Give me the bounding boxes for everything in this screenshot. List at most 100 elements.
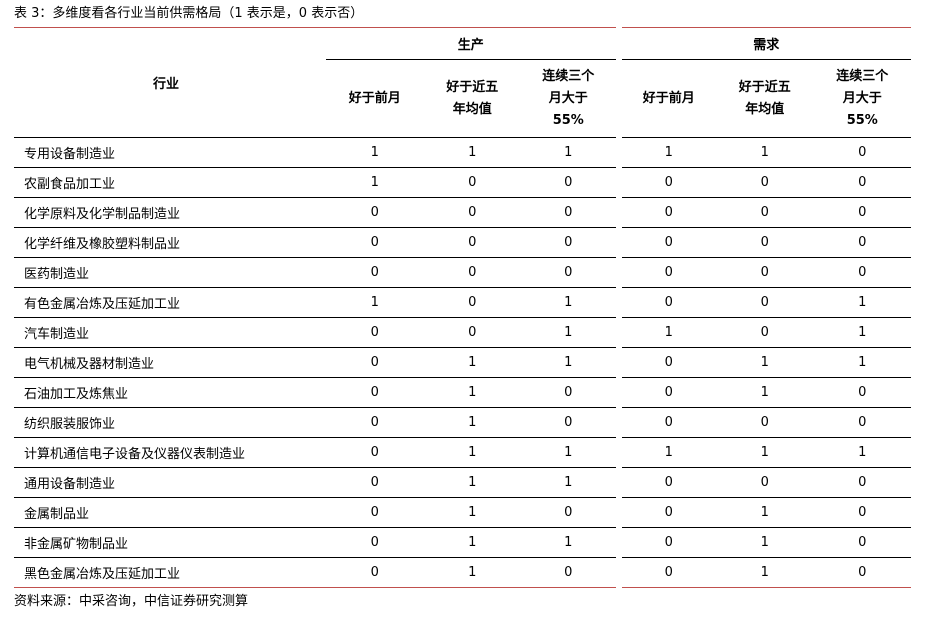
value-cell: 0 — [423, 167, 521, 198]
industry-name-cell: 通用设备制造业 — [14, 467, 326, 498]
value-cell: 0 — [521, 557, 619, 588]
table-body: 专用设备制造业 1 1 1 1 1 0 农副食品加工业 1 0 0 0 0 0 化学原料及化学制品制造业 0 0… — [14, 137, 911, 588]
subcolumn-header-line: 连续三个 — [836, 68, 889, 84]
value-cell: 0 — [521, 407, 619, 438]
value-cell: 0 — [521, 497, 619, 528]
value-cell: 0 — [326, 347, 424, 378]
value-cell: 0 — [326, 257, 424, 288]
value-cell: 1 — [813, 317, 911, 348]
value-cell: 1 — [716, 497, 814, 528]
value-cell: 0 — [615, 227, 716, 258]
value-cell: 0 — [615, 557, 716, 588]
table-row: 金属制品业 0 1 0 0 1 0 — [14, 497, 911, 528]
table-row: 化学纤维及橡胶塑料制品业 0 0 0 0 0 0 — [14, 227, 911, 258]
value-cell: 1 — [423, 137, 521, 168]
value-cell: 0 — [615, 347, 716, 378]
industry-name-cell: 非金属矿物制品业 — [14, 527, 326, 558]
industry-name-cell: 金属制品业 — [14, 497, 326, 528]
industry-name-cell: 纺织服装服饰业 — [14, 407, 326, 438]
value-cell: 1 — [521, 467, 619, 498]
value-cell: 1 — [423, 467, 521, 498]
subcolumn-header-line: 好于近五 — [446, 79, 499, 95]
value-cell: 0 — [423, 257, 521, 288]
value-cell: 1 — [326, 167, 424, 198]
value-cell: 0 — [326, 437, 424, 468]
value-cell: 1 — [615, 317, 716, 348]
value-cell: 0 — [615, 377, 716, 408]
value-cell: 0 — [521, 167, 619, 198]
supply-demand-table-container: 行业 生产 需求 好于前月 好于近五 年均值 连续三个 月大于 55% 好于前月 好于近五 年均… — [14, 27, 911, 588]
value-cell: 0 — [813, 257, 911, 288]
subcolumn-header-production-2: 好于近五 年均值 — [423, 59, 521, 138]
value-cell: 0 — [813, 137, 911, 168]
value-cell: 0 — [326, 527, 424, 558]
group-header-production: 生产 — [326, 27, 619, 60]
table-row: 黑色金属冶炼及压延加工业 0 1 0 0 1 0 — [14, 557, 911, 588]
table-row: 石油加工及炼焦业 0 1 0 0 1 0 — [14, 377, 911, 408]
value-cell: 1 — [521, 287, 619, 318]
value-cell: 1 — [716, 557, 814, 588]
table-caption: 表 3：多维度看各行业当前供需格局（1 表示是，0 表示否） — [14, 6, 364, 21]
value-cell: 0 — [326, 197, 424, 228]
value-cell: 1 — [423, 347, 521, 378]
value-cell: 1 — [813, 347, 911, 378]
table-row: 有色金属冶炼及压延加工业 1 0 1 0 0 1 — [14, 287, 911, 318]
industry-name-cell: 医药制造业 — [14, 257, 326, 288]
value-cell: 0 — [615, 467, 716, 498]
value-cell: 1 — [423, 437, 521, 468]
value-cell: 0 — [716, 317, 814, 348]
value-cell: 0 — [326, 467, 424, 498]
subcolumn-header-line: 好于前月 — [642, 90, 695, 106]
table-row: 农副食品加工业 1 0 0 0 0 0 — [14, 167, 911, 198]
table-row: 化学原料及化学制品制造业 0 0 0 0 0 0 — [14, 197, 911, 228]
subcolumn-header-production-3: 连续三个 月大于 55% — [521, 59, 619, 138]
value-cell: 1 — [521, 317, 619, 348]
value-cell: 0 — [813, 377, 911, 408]
value-cell: 0 — [326, 377, 424, 408]
value-cell: 0 — [716, 287, 814, 318]
value-cell: 0 — [615, 407, 716, 438]
subcolumn-header-line: 月大于 — [548, 90, 588, 106]
value-cell: 1 — [423, 557, 521, 588]
value-cell: 0 — [326, 497, 424, 528]
value-cell: 1 — [423, 497, 521, 528]
industry-name-cell: 计算机通信电子设备及仪器仪表制造业 — [14, 437, 326, 468]
table-row: 通用设备制造业 0 1 1 0 0 0 — [14, 467, 911, 498]
value-cell: 1 — [813, 437, 911, 468]
header-subcolumn-row: 好于前月 好于近五 年均值 连续三个 月大于 55% 好于前月 好于近五 年均值 连续三个 月大于 5… — [14, 59, 911, 138]
table-row: 汽车制造业 0 0 1 1 0 1 — [14, 317, 911, 348]
industry-name-cell: 化学纤维及橡胶塑料制品业 — [14, 227, 326, 258]
subcolumn-header-line: 55% — [846, 112, 878, 128]
value-cell: 0 — [813, 527, 911, 558]
value-cell: 0 — [326, 227, 424, 258]
table-row: 非金属矿物制品业 0 1 1 0 1 0 — [14, 527, 911, 558]
value-cell: 0 — [521, 257, 619, 288]
value-cell: 1 — [813, 287, 911, 318]
subcolumn-header-line: 年均值 — [452, 101, 492, 117]
table-row: 专用设备制造业 1 1 1 1 1 0 — [14, 137, 911, 168]
value-cell: 0 — [716, 227, 814, 258]
industry-name-cell: 化学原料及化学制品制造业 — [14, 197, 326, 228]
value-cell: 0 — [615, 167, 716, 198]
value-cell: 0 — [716, 167, 814, 198]
value-cell: 1 — [615, 437, 716, 468]
table-row: 医药制造业 0 0 0 0 0 0 — [14, 257, 911, 288]
value-cell: 0 — [813, 197, 911, 228]
value-cell: 1 — [716, 527, 814, 558]
value-cell: 0 — [615, 527, 716, 558]
value-cell: 0 — [326, 407, 424, 438]
value-cell: 1 — [423, 377, 521, 408]
value-cell: 0 — [813, 407, 911, 438]
source-note: 资料来源：中采咨询，中信证券研究测算 — [14, 594, 249, 609]
industry-name-cell: 电气机械及器材制造业 — [14, 347, 326, 378]
value-cell: 0 — [813, 557, 911, 588]
value-cell: 1 — [521, 137, 619, 168]
group-header-demand: 需求 — [615, 27, 911, 60]
value-cell: 1 — [615, 137, 716, 168]
subcolumn-header-demand-3: 连续三个 月大于 55% — [813, 59, 911, 138]
industry-name-cell: 汽车制造业 — [14, 317, 326, 348]
value-cell: 1 — [326, 287, 424, 318]
value-cell: 1 — [521, 347, 619, 378]
value-cell: 0 — [423, 317, 521, 348]
value-cell: 0 — [813, 497, 911, 528]
